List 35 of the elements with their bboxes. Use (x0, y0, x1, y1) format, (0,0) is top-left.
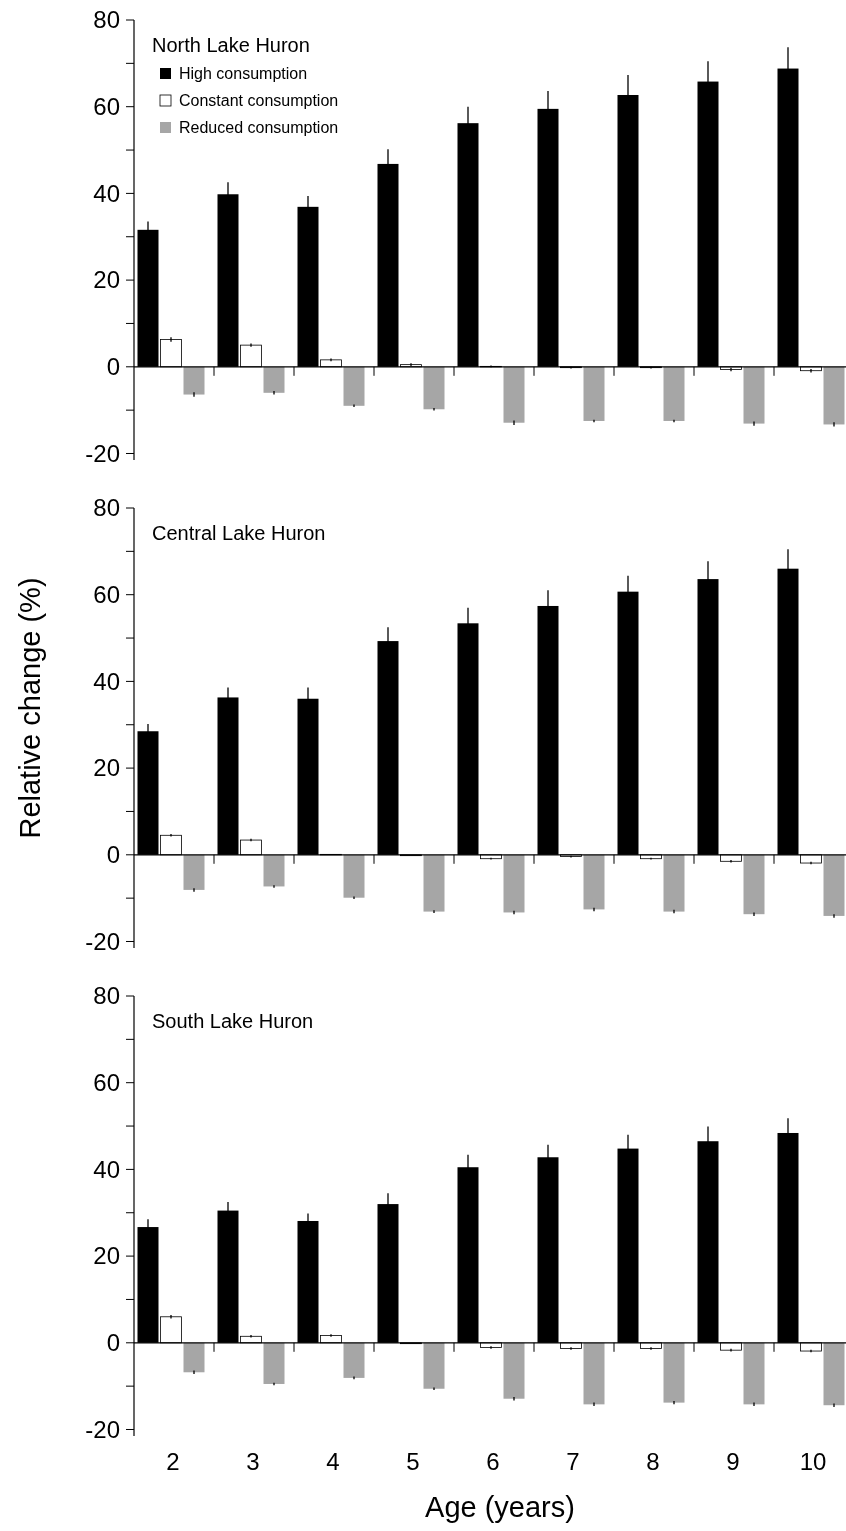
legend-label: Reduced consumption (179, 119, 339, 136)
text: Central Lake Huron (152, 522, 326, 544)
legend-label: High consumption (179, 65, 308, 82)
y-tick-label: -20 (85, 927, 120, 955)
x-tick-label: 7 (566, 1448, 580, 1475)
y-tick-label: 40 (93, 179, 120, 207)
y-tick-label: 40 (93, 1155, 120, 1183)
y-tick-label: 60 (93, 1069, 120, 1097)
y-tick-label: 80 (93, 982, 120, 1010)
text: South Lake Huron (152, 1010, 314, 1032)
y-tick-label: 0 (106, 1329, 120, 1357)
y-tick-label: 20 (93, 1242, 120, 1270)
legend-label: Constant consumption (179, 92, 339, 109)
y-tick-label: -20 (85, 1415, 120, 1443)
y-tick-label: 60 (93, 581, 120, 609)
y-tick-label: 60 (93, 93, 120, 121)
text: North Lake Huron (152, 34, 310, 56)
y-tick-label: 0 (106, 841, 120, 869)
x-tick-label: 8 (646, 1448, 660, 1475)
x-tick-label: 5 (406, 1448, 420, 1475)
x-tick-label: 9 (726, 1448, 740, 1475)
x-tick-label: 4 (326, 1448, 340, 1475)
y-tick-label: 20 (93, 754, 120, 782)
x-tick-label: 10 (799, 1448, 827, 1475)
y-tick-label: 80 (93, 494, 120, 522)
y-axis-title: Relative change (%) (14, 577, 46, 839)
y-tick-label: 0 (106, 353, 120, 381)
x-tick-label: 3 (246, 1448, 260, 1475)
y-tick-label: -20 (85, 439, 120, 467)
y-tick-label: 40 (93, 667, 120, 695)
y-tick-label: 80 (93, 6, 120, 34)
x-tick-label: 6 (486, 1448, 500, 1475)
x-axis-title: Age (years) (425, 1491, 575, 1523)
x-tick-label: 2 (166, 1448, 180, 1475)
y-tick-label: 20 (93, 266, 120, 294)
